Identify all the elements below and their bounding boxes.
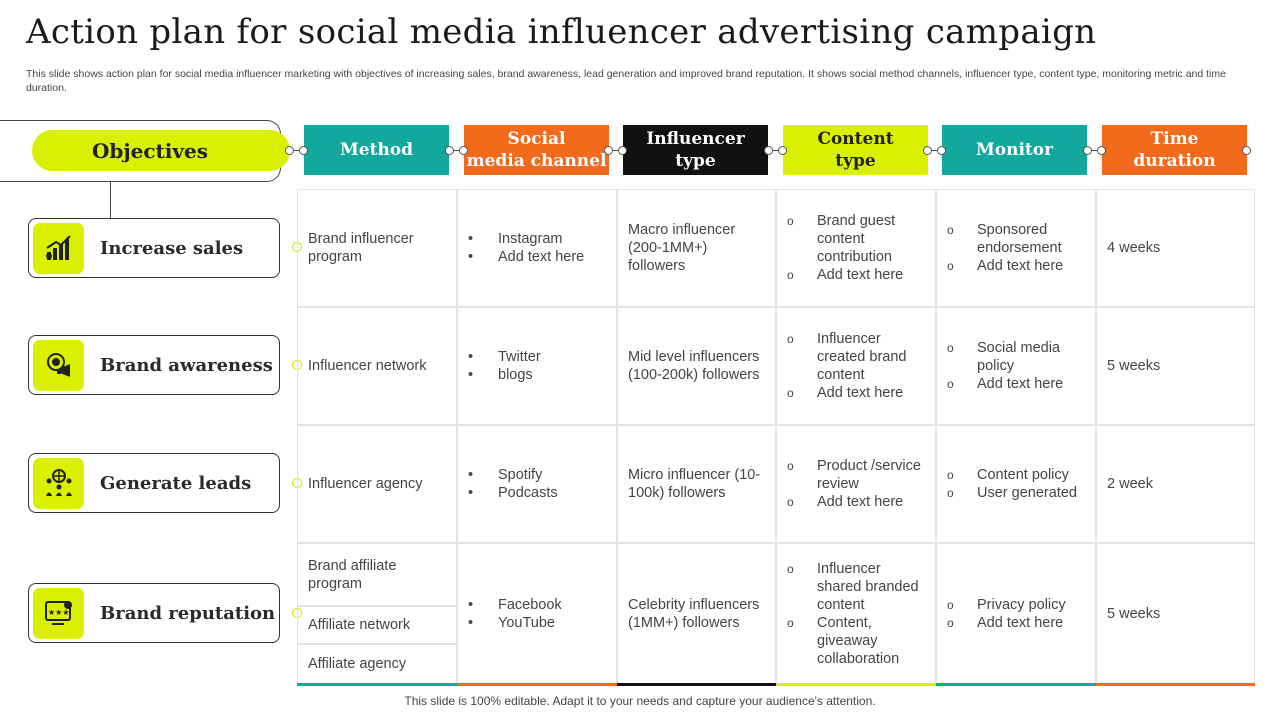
header-dot (764, 146, 773, 155)
header-dot (1242, 146, 1251, 155)
cell-monitor: Social media policyAdd text here (936, 307, 1096, 425)
megaphone-icon (33, 339, 84, 391)
header-dot (923, 146, 932, 155)
objective-label: Brand awareness (100, 354, 273, 376)
header-dot (604, 146, 613, 155)
column-header-monitor: Monitor (942, 125, 1087, 175)
cell-monitor: Content policyUser generated (936, 425, 1096, 543)
column-underline (457, 683, 617, 686)
header-connector (609, 150, 623, 151)
column-header-method: Method (304, 125, 449, 175)
header-dot (285, 146, 294, 155)
header-dot (299, 146, 308, 155)
objectives-connector (110, 182, 111, 218)
rating-stars-icon: ★★★ (33, 587, 84, 639)
objective-card-generate-leads: Generate leads (28, 453, 280, 513)
cell-method: Brand influencer program (297, 189, 457, 307)
header-dot (1097, 146, 1106, 155)
cell-channels: SpotifyPodcasts (457, 425, 617, 543)
column-underline (297, 683, 457, 686)
objective-label: Generate leads (100, 472, 252, 494)
cell-method: Brand affiliate program (297, 543, 457, 606)
slide-title: Action plan for social media influencer … (26, 12, 1097, 52)
cell-influencer-type: Micro influencer (10-100k) followers (617, 425, 776, 543)
svg-text:★★★: ★★★ (48, 608, 70, 617)
header-dot (1083, 146, 1092, 155)
cell-time-duration: 4 weeks (1096, 189, 1255, 307)
column-underline (776, 683, 936, 686)
header-dot (618, 146, 627, 155)
cell-method: Influencer agency (297, 425, 457, 543)
cell-time-duration: 5 weeks (1096, 543, 1255, 684)
column-underline (617, 683, 776, 686)
column-header-social-media-channel: Social media channel (464, 125, 609, 175)
column-header-influencer-type: Influencer type (623, 125, 768, 175)
header-connector (769, 150, 783, 151)
cell-monitor: Privacy policyAdd text here (936, 543, 1096, 684)
header-connector (928, 150, 942, 151)
cell-content-type: Influencer created brand contentAdd text… (776, 307, 936, 425)
cell-channels: Twitterblogs (457, 307, 617, 425)
growth-chart-icon (33, 222, 84, 274)
cell-content-type: Product /service reviewAdd text here (776, 425, 936, 543)
cell-influencer-type: Macro influencer (200-1MM+) followers (617, 189, 776, 307)
cell-method: Affiliate agency (297, 644, 457, 684)
header-dot (459, 146, 468, 155)
cell-content-type: Brand guest content contributionAdd text… (776, 189, 936, 307)
objective-label: Brand reputation (100, 602, 276, 624)
cell-time-duration: 5 weeks (1096, 307, 1255, 425)
column-underline (936, 683, 1096, 686)
network-leads-icon (33, 457, 84, 509)
header-connector (1088, 150, 1102, 151)
cell-time-duration: 2 week (1096, 425, 1255, 543)
objectives-header: Objectives (32, 130, 290, 171)
cell-channels: InstagramAdd text here (457, 189, 617, 307)
header-dot (445, 146, 454, 155)
header-dot (778, 146, 787, 155)
objective-card-brand-awareness: Brand awareness (28, 335, 280, 395)
column-header-time-duration: Time duration (1102, 125, 1247, 175)
objective-label: Increase sales (100, 237, 244, 259)
column-underline (1096, 683, 1255, 686)
cell-influencer-type: Celebrity influencers (1MM+) followers (617, 543, 776, 684)
header-connector (290, 150, 304, 151)
cell-method: Influencer network (297, 307, 457, 425)
header-dot (937, 146, 946, 155)
column-header-content-type: Content type (783, 125, 928, 175)
cell-method: Affiliate network (297, 606, 457, 644)
slide-subtitle: This slide shows action plan for social … (26, 68, 1226, 94)
cell-content-type: Influencer shared branded contentContent… (776, 543, 936, 684)
header-connector (449, 150, 464, 151)
cell-influencer-type: Mid level influencers (100-200k) followe… (617, 307, 776, 425)
cell-channels: FacebookYouTube (457, 543, 617, 684)
objective-card-brand-reputation: ★★★ Brand reputation (28, 583, 280, 643)
footer-note: This slide is 100% editable. Adapt it to… (404, 694, 876, 708)
objective-card-increase-sales: Increase sales (28, 218, 280, 278)
cell-monitor: Sponsored endorsementAdd text here (936, 189, 1096, 307)
